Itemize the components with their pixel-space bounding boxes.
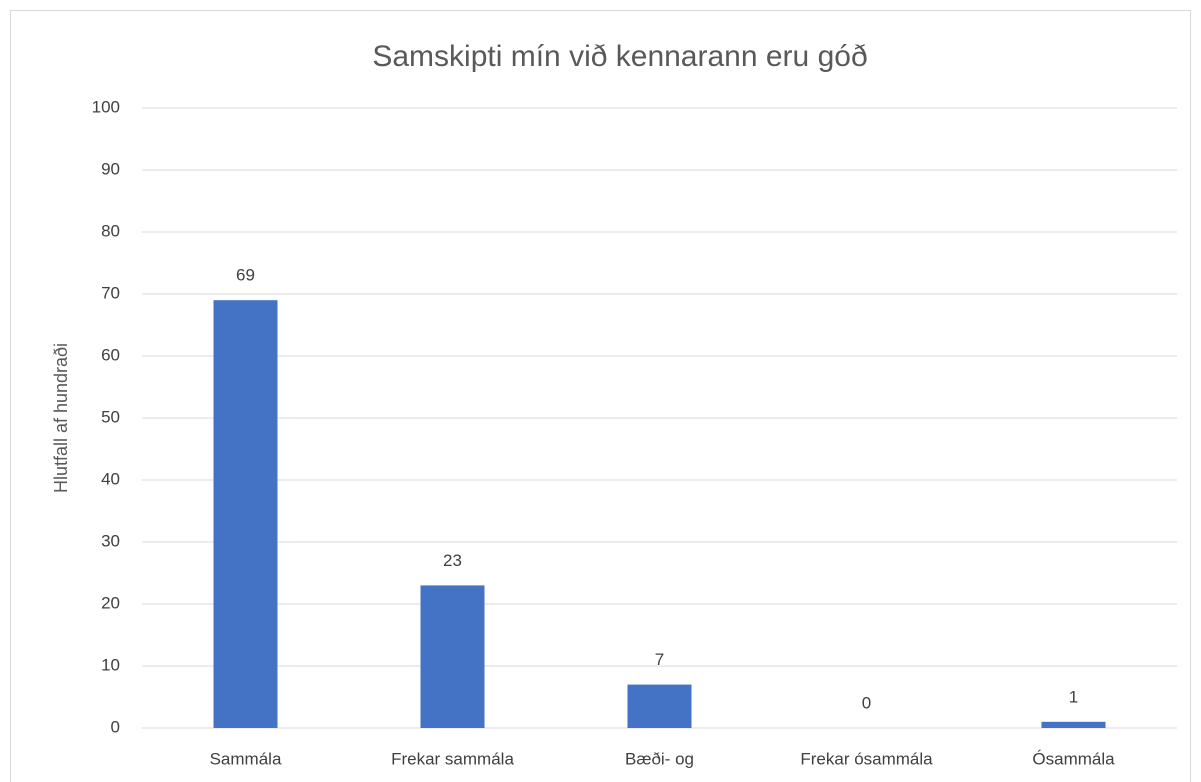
data-label: 1 [1069,687,1078,706]
data-label: 0 [862,693,871,712]
y-tick-label: 20 [101,593,120,612]
y-tick-label: 60 [101,345,120,364]
bar [627,684,692,728]
y-axis-label: Hlutfall af hundraði [51,343,71,493]
y-tick-label: 100 [92,97,120,116]
bar [420,585,485,728]
data-label: 7 [655,650,664,669]
bar [213,300,278,728]
x-tick-label: Sammála [210,749,282,768]
y-tick-label: 50 [101,407,120,426]
data-label: 23 [443,551,462,570]
y-tick-label: 70 [101,283,120,302]
chart-title: Samskipti mín við kennarann eru góð [372,40,867,73]
bar [1041,721,1106,728]
data-label: 69 [236,266,255,285]
chart-border [10,10,1191,782]
x-tick-label: Ósammála [1032,749,1115,768]
x-tick-label: Frekar ósammála [800,749,933,768]
y-tick-label: 10 [101,655,120,674]
y-tick-label: 90 [101,159,120,178]
x-tick-label: Bæði- og [625,749,694,768]
y-tick-label: 80 [101,221,120,240]
y-tick-label: 40 [101,469,120,488]
y-tick-label: 0 [111,717,120,736]
x-tick-label: Frekar sammála [391,749,514,768]
y-tick-label: 30 [101,531,120,550]
